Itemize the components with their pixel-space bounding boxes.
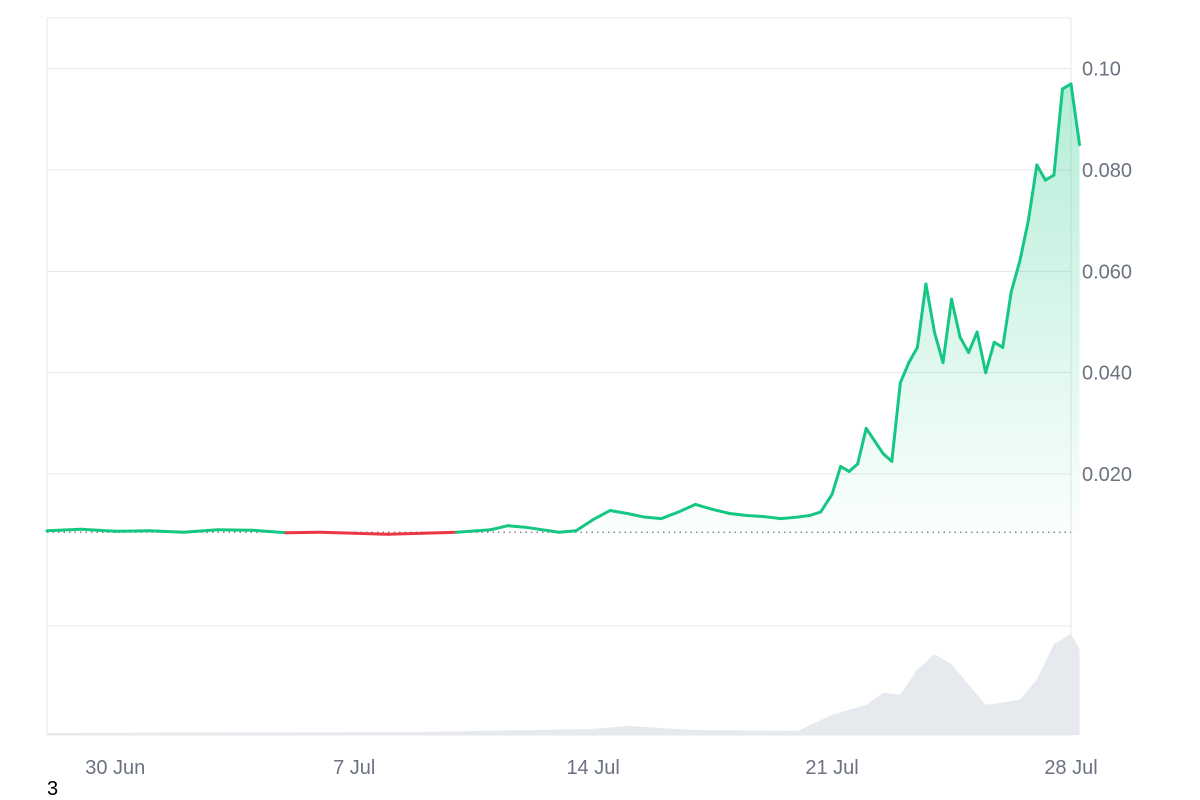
price-segment [216, 528, 254, 532]
x-tick-label: 7 Jul [333, 757, 375, 779]
price-segment [864, 426, 877, 443]
price-segment [762, 515, 783, 521]
price-segment [676, 502, 698, 514]
price-segment [523, 525, 561, 534]
x-tick-label: 21 Jul [805, 757, 858, 779]
price-segment [1035, 163, 1047, 182]
price-segment [975, 330, 988, 375]
y-tick-label: 0.020 [1082, 464, 1132, 486]
price-segment [745, 514, 766, 519]
price-segment [642, 515, 663, 521]
price-segment [694, 502, 715, 511]
x-tick-label: 14 Jul [566, 757, 619, 779]
price-segment [796, 514, 811, 519]
price-segment [455, 528, 493, 534]
x-axis-ticks: 30 Jun 7 Jul 14 Jul 21 Jul 28 Jul [85, 757, 1097, 779]
price-segment [711, 507, 732, 516]
price-segment [1052, 87, 1064, 177]
price-segment [915, 282, 928, 349]
price-segment [506, 524, 527, 529]
x-tick-label: 30 Jun [85, 757, 145, 779]
volume-fill [47, 634, 1080, 735]
price-segment [1069, 82, 1082, 147]
price-segment [967, 330, 979, 354]
price-segment [352, 531, 390, 536]
volume-area [47, 634, 1080, 735]
price-segment [318, 530, 356, 535]
y-tick-label: 0.060 [1082, 261, 1132, 283]
price-segment [284, 530, 322, 535]
price-segment [950, 297, 962, 339]
price-segment [113, 529, 151, 533]
price-segment [898, 361, 911, 385]
price-segment [847, 462, 860, 473]
price-segment [839, 464, 851, 473]
price-segment [907, 345, 919, 365]
y-tick-label: 0.10 [1082, 59, 1121, 81]
price-segment [941, 297, 954, 365]
price-segment [79, 527, 117, 533]
price-segment [386, 531, 424, 536]
price-segment [830, 464, 843, 496]
price-segment [779, 515, 800, 521]
x-tick-label: 28 Jul [1044, 757, 1097, 779]
price-segment [728, 512, 749, 518]
price-line [45, 82, 1082, 536]
price-segment [1060, 82, 1073, 91]
price-segment [1026, 163, 1039, 223]
price-segment [608, 508, 629, 516]
price-segment [591, 508, 612, 522]
price-segment [557, 529, 578, 534]
price-area [47, 83, 1080, 533]
price-segment [856, 426, 868, 466]
price-segment [873, 439, 885, 456]
price-segment [992, 340, 1005, 349]
price-segment [881, 452, 894, 463]
price-segment [924, 282, 936, 334]
price-segment [420, 530, 459, 535]
footnote-text: 3 [47, 778, 59, 800]
price-segment [182, 528, 220, 534]
price-segment [819, 492, 834, 514]
price-segment [489, 524, 510, 532]
price-segment [890, 381, 902, 463]
y-tick-label: 0.080 [1082, 160, 1132, 182]
price-segment [147, 529, 186, 534]
price-segment [1018, 219, 1030, 263]
price-segment [250, 528, 288, 535]
price-segment [1009, 259, 1022, 294]
y-tick-label: 0.040 [1082, 363, 1132, 385]
price-segment [659, 510, 680, 521]
price-segment [1043, 173, 1056, 182]
price-segment [958, 335, 971, 354]
price-area-fill [47, 83, 1080, 533]
price-segment [1001, 290, 1013, 349]
price-segment [807, 510, 823, 518]
price-segment [932, 330, 945, 365]
price-segment [984, 340, 996, 375]
price-segment [45, 527, 83, 533]
y-axis-ticks: 0.020 0.040 0.060 0.080 0.10 [1082, 59, 1132, 486]
price-segment [574, 518, 595, 533]
price-segment [625, 512, 646, 519]
